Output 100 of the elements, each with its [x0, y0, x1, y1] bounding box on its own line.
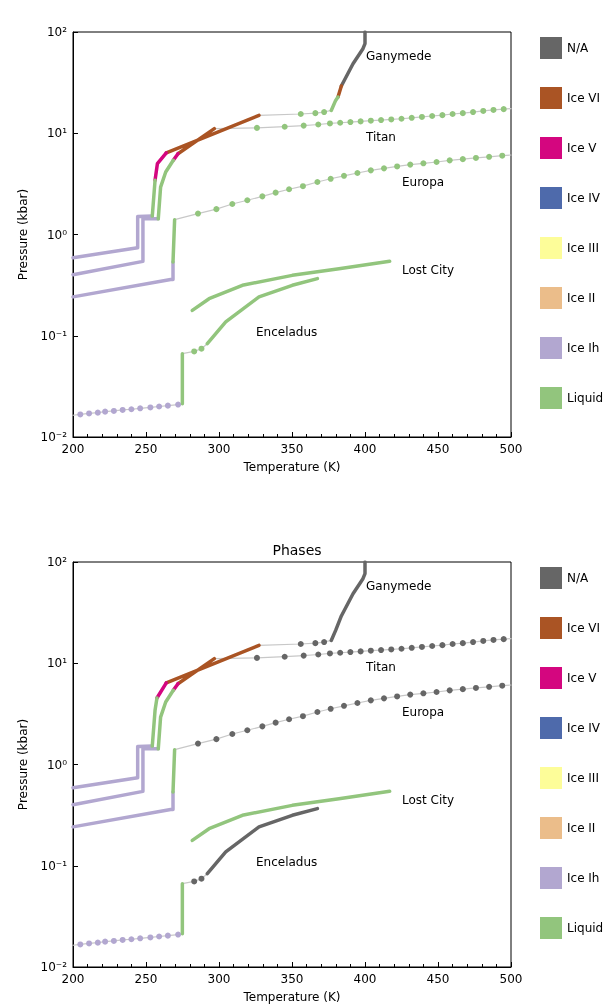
point: [119, 936, 126, 943]
point: [286, 716, 293, 723]
point: [164, 932, 171, 939]
point: [429, 643, 436, 650]
legend-label: Ice III: [567, 241, 599, 255]
point: [418, 113, 425, 120]
point: [229, 201, 236, 208]
x-tick-label: 300: [207, 442, 231, 456]
point: [439, 642, 446, 649]
point: [299, 183, 306, 190]
point: [314, 179, 321, 185]
point: [86, 940, 93, 947]
x-tick-label: 400: [353, 442, 377, 456]
point: [340, 172, 347, 179]
point: [191, 348, 198, 355]
line-series: [213, 638, 512, 660]
point: [326, 120, 333, 127]
point: [272, 719, 279, 726]
point: [394, 163, 401, 170]
annotation: Lost City: [402, 263, 455, 277]
point: [244, 727, 251, 734]
x-tick-label: 300: [207, 972, 231, 986]
point: [272, 189, 279, 196]
legend-label: Ice III: [567, 771, 599, 785]
y-axis-title: Pressure (kbar): [16, 188, 30, 281]
point: [470, 639, 477, 646]
point: [480, 107, 487, 114]
annotation: Titan: [365, 660, 396, 674]
point: [500, 636, 507, 643]
y-axis-title: Pressure (kbar): [16, 718, 30, 811]
legend-label: Ice II: [567, 291, 596, 305]
point: [147, 934, 154, 941]
x-tick-label: 350: [280, 972, 304, 986]
point: [213, 206, 220, 213]
point: [429, 113, 436, 120]
point: [420, 690, 427, 697]
point: [378, 117, 385, 124]
legend-label: N/A: [567, 41, 590, 55]
point: [94, 409, 101, 416]
point: [388, 116, 395, 123]
point: [244, 197, 251, 204]
point: [137, 405, 144, 412]
point: [499, 152, 506, 159]
point: [110, 407, 117, 414]
point: [327, 705, 334, 712]
point: [326, 650, 333, 657]
line-series: [339, 30, 367, 88]
point: [175, 401, 182, 408]
point: [253, 124, 260, 131]
y-tick-label: 10²: [46, 555, 68, 569]
x-tick-label: 400: [353, 972, 377, 986]
legend-label: N/A: [567, 571, 590, 585]
line-series: [174, 684, 512, 751]
point: [380, 695, 387, 702]
x-tick-label: 500: [499, 442, 523, 456]
point: [408, 114, 415, 121]
legend-label: Ice VI: [567, 621, 601, 635]
point: [357, 118, 364, 125]
point: [354, 700, 361, 706]
point: [407, 691, 414, 698]
legend-label: Liquid: [567, 391, 604, 405]
x-tick-label: 250: [134, 972, 158, 986]
point: [137, 935, 144, 942]
point: [486, 683, 493, 690]
point: [321, 109, 328, 116]
point: [194, 740, 201, 747]
point: [102, 938, 109, 945]
annotation: Enceladus: [256, 855, 318, 869]
point: [259, 723, 266, 730]
point: [459, 156, 466, 163]
point: [312, 110, 319, 117]
y-tick-label: 10²: [46, 25, 68, 39]
legend-label: Ice VI: [567, 91, 601, 105]
point: [459, 640, 466, 647]
point: [357, 648, 364, 655]
point: [449, 110, 456, 117]
point: [367, 117, 374, 124]
point: [354, 170, 361, 176]
x-tick-label: 500: [499, 972, 523, 986]
annotation: Ganymede: [366, 49, 432, 63]
y-tick-label: 10⁻²: [40, 960, 68, 974]
x-tick-label: 200: [61, 972, 85, 986]
legend-label: Ice V: [567, 671, 598, 685]
point: [337, 119, 344, 126]
annotation: Ganymede: [366, 579, 432, 593]
point: [459, 110, 466, 117]
point: [367, 647, 374, 654]
legend-label: Ice V: [567, 141, 598, 155]
line-series: [181, 343, 208, 355]
point: [281, 123, 288, 130]
y-tick-label: 10⁻¹: [40, 858, 68, 873]
point: [449, 640, 456, 647]
legend-label: Ice Ih: [567, 341, 600, 355]
point: [321, 639, 328, 646]
point: [164, 402, 171, 409]
point: [340, 702, 347, 709]
point: [459, 686, 466, 693]
point: [367, 697, 374, 704]
point: [388, 646, 395, 653]
point: [490, 106, 497, 113]
